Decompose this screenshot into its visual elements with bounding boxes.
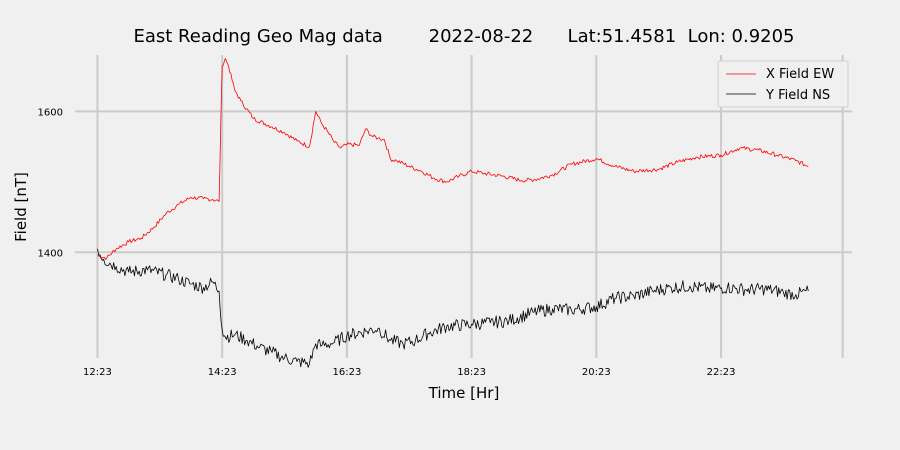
x-tick-labels: 12:23 14:23 16:23 18:23 20:23 22:23 [83, 367, 735, 378]
series-line-y-field-ns [97, 248, 809, 368]
x-axis-label: Time [Hr] [428, 384, 500, 402]
legend-label-y-field-ns: Y Field NS [765, 88, 830, 103]
y-axis-label: Field [nT] [12, 172, 30, 242]
x-tick-label: 22:23 [707, 367, 736, 378]
x-tick-label: 14:23 [208, 367, 237, 378]
x-tick-label: 20:23 [582, 367, 611, 378]
x-tick-label: 18:23 [457, 367, 486, 378]
chart-title: East Reading Geo Mag data 2022-08-22 Lat… [133, 26, 794, 47]
y-tick-label: 1400 [38, 248, 63, 259]
series-line-x-field-ew [97, 58, 809, 260]
legend: X Field EW Y Field NS [717, 60, 849, 108]
legend-label-x-field-ew: X Field EW [766, 67, 834, 82]
legend-box [717, 60, 849, 108]
x-tick-label: 16:23 [332, 367, 361, 378]
x-tick-label: 12:23 [83, 367, 112, 378]
y-tick-label: 1600 [38, 107, 63, 118]
y-tick-labels: 1400 1600 [38, 107, 63, 259]
series-lines [97, 58, 809, 368]
